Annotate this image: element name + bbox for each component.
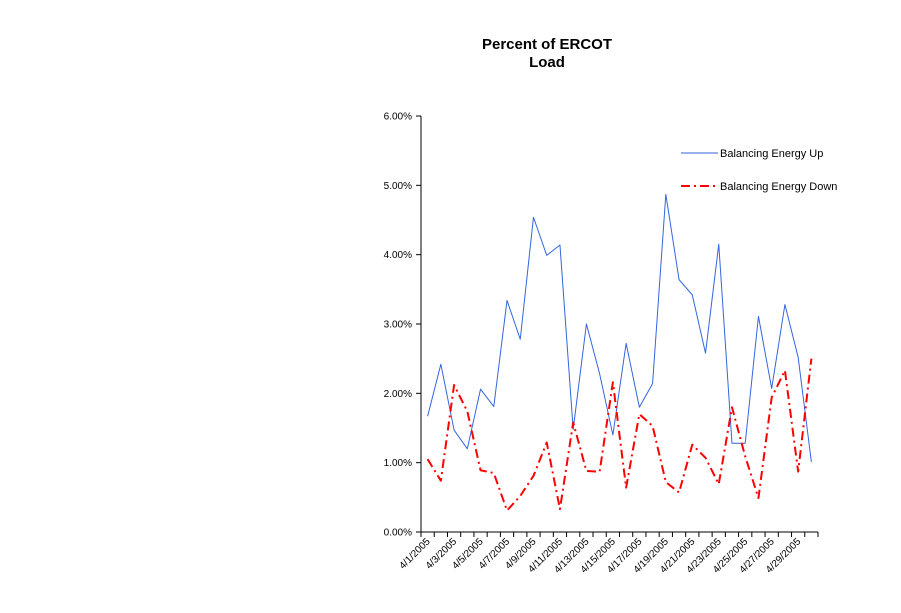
series-line-balancing-energy-up <box>427 193 812 463</box>
chart-title: Percent of ERCOT Load <box>447 36 647 72</box>
legend-label: Balancing Energy Up <box>720 148 823 160</box>
chart-title-line-2: Load <box>529 54 565 71</box>
y-tick-label: 5.00% <box>384 181 412 192</box>
y-tick-label: 0.00% <box>384 528 412 539</box>
y-tick-label: 1.00% <box>384 458 412 469</box>
y-tick-label: 4.00% <box>384 250 412 261</box>
legend-label: Balancing Energy Down <box>720 181 837 193</box>
series-line-balancing-energy-down <box>426 358 813 512</box>
x-axis-ticks: 4/1/20054/3/20054/5/20054/7/20054/9/2005… <box>397 532 819 576</box>
series-layer <box>426 193 813 512</box>
chart-title-line-1: Percent of ERCOT <box>481 36 613 53</box>
legend: Balancing Energy Up Balancing Energy Down <box>681 148 837 193</box>
y-tick-label: 2.00% <box>384 389 412 400</box>
y-tick-label: 6.00% <box>384 112 412 123</box>
y-tick-label: 3.00% <box>384 320 412 331</box>
y-axis-ticks: 0.00% 1.00% 2.00% 3.00% 4.00% 5.00% 6.00% <box>384 112 421 539</box>
